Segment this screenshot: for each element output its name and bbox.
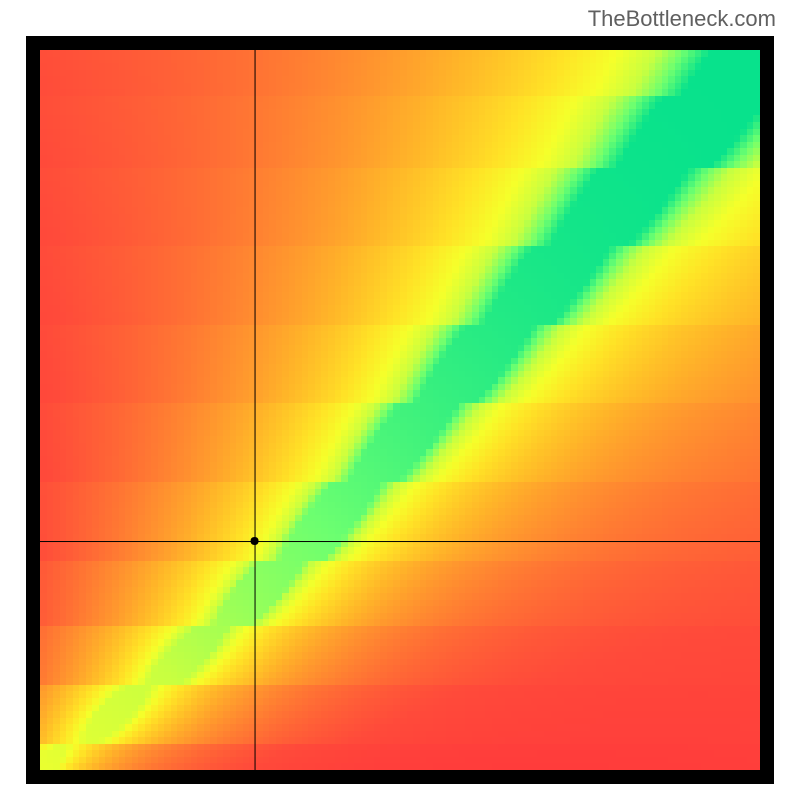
watermark-text: TheBottleneck.com	[588, 6, 776, 32]
bottleneck-heatmap	[40, 50, 760, 770]
chart-frame	[26, 36, 774, 784]
